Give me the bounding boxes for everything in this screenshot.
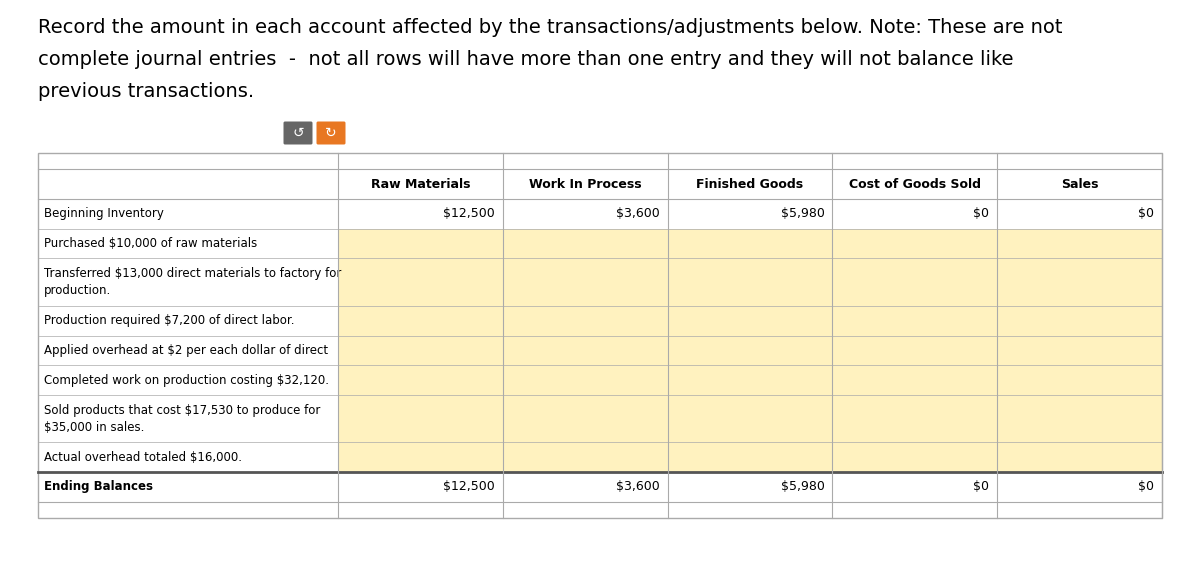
Text: Record the amount in each account affected by the transactions/adjustments below: Record the amount in each account affect… xyxy=(38,18,1062,37)
Bar xyxy=(833,229,997,472)
Text: $0: $0 xyxy=(1138,480,1154,493)
Text: $5,980: $5,980 xyxy=(780,207,824,221)
Text: previous transactions.: previous transactions. xyxy=(38,82,254,101)
Text: Cost of Goods Sold: Cost of Goods Sold xyxy=(848,178,980,191)
Text: Sales: Sales xyxy=(1061,178,1098,191)
Text: Actual overhead totaled $16,000.: Actual overhead totaled $16,000. xyxy=(44,451,242,464)
Text: Beginning Inventory: Beginning Inventory xyxy=(44,207,164,221)
Text: Transferred $13,000 direct materials to factory for
production.: Transferred $13,000 direct materials to … xyxy=(44,267,341,297)
Bar xyxy=(503,229,667,472)
Text: Completed work on production costing $32,120.: Completed work on production costing $32… xyxy=(44,374,329,387)
Bar xyxy=(997,229,1162,472)
Text: Ending Balances: Ending Balances xyxy=(44,480,154,493)
Bar xyxy=(667,229,833,472)
Text: Raw Materials: Raw Materials xyxy=(371,178,470,191)
Text: complete journal entries  -  not all rows will have more than one entry and they: complete journal entries - not all rows … xyxy=(38,50,1014,69)
FancyBboxPatch shape xyxy=(317,121,346,144)
Text: $12,500: $12,500 xyxy=(443,207,494,221)
Text: Applied overhead at $2 per each dollar of direct: Applied overhead at $2 per each dollar o… xyxy=(44,344,328,357)
Text: Finished Goods: Finished Goods xyxy=(696,178,804,191)
Text: ↻: ↻ xyxy=(325,126,337,140)
Text: Production required $7,200 of direct labor.: Production required $7,200 of direct lab… xyxy=(44,314,294,327)
Text: Work In Process: Work In Process xyxy=(529,178,642,191)
Text: Purchased $10,000 of raw materials: Purchased $10,000 of raw materials xyxy=(44,237,257,250)
Text: ↺: ↺ xyxy=(292,126,304,140)
Text: $12,500: $12,500 xyxy=(443,480,494,493)
Text: $0: $0 xyxy=(973,480,989,493)
Text: $0: $0 xyxy=(973,207,989,221)
Bar xyxy=(38,153,1162,518)
Text: $3,600: $3,600 xyxy=(616,207,660,221)
Text: $3,600: $3,600 xyxy=(616,480,660,493)
Text: $5,980: $5,980 xyxy=(780,480,824,493)
Bar xyxy=(338,229,503,472)
Text: $0: $0 xyxy=(1138,207,1154,221)
Text: Sold products that cost $17,530 to produce for
$35,000 in sales.: Sold products that cost $17,530 to produ… xyxy=(44,403,320,434)
FancyBboxPatch shape xyxy=(283,121,312,144)
